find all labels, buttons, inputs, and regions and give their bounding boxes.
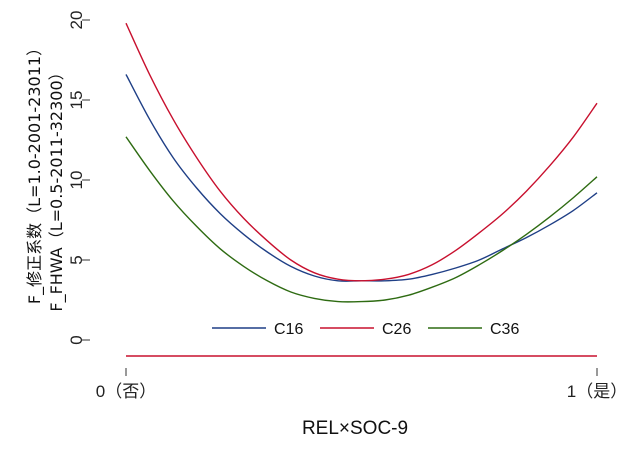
x-tick-label: 1（是） xyxy=(567,382,627,401)
series-line-c36 xyxy=(125,136,598,303)
y-tick-label: 5 xyxy=(67,255,86,264)
legend-label-c16: C16 xyxy=(274,321,303,338)
y-tick-label: 20 xyxy=(67,11,86,30)
x-axis-ticks: 0（否） 1（是） xyxy=(96,368,627,401)
y-tick-label: 15 xyxy=(67,91,86,110)
series-line-c16 xyxy=(125,74,598,282)
legend-label-c36: C36 xyxy=(490,321,519,338)
series-line-c26 xyxy=(125,22,598,282)
legend: C16 C26 C36 xyxy=(212,321,519,338)
y-axis-label-line-2: F_FHWA（L=0.5-2011-32300） xyxy=(47,64,67,311)
y-tick-label: 0 xyxy=(67,335,86,344)
series-lines xyxy=(125,22,598,357)
y-tick-label: 10 xyxy=(67,171,86,190)
legend-label-c26: C26 xyxy=(382,321,411,338)
x-tick-label: 0（否） xyxy=(96,382,156,401)
x-axis-label: REL×SOC-9 xyxy=(302,418,408,439)
y-axis-label-line-1: F_修正系数（L=1.0-2001-23011） xyxy=(25,40,45,304)
y-axis-ticks: 0 5 10 15 20 xyxy=(67,11,90,345)
